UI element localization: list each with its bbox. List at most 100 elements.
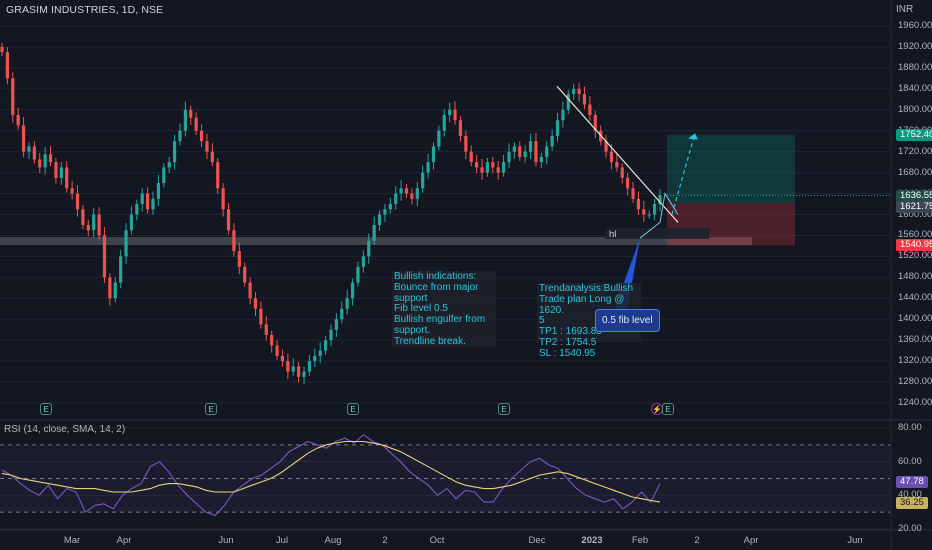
earnings-marker[interactable]: E: [40, 403, 52, 415]
candle-body: [345, 298, 349, 309]
candle-body: [86, 224, 90, 231]
candle-body: [561, 109, 565, 121]
candle-body: [270, 334, 274, 346]
candle-body: [572, 88, 576, 95]
candle-body: [469, 151, 473, 163]
candle-body: [54, 162, 58, 178]
time-tick-label: Jul: [275, 535, 289, 546]
time-tick-label: 2: [694, 535, 700, 546]
candle-body: [146, 193, 150, 210]
candle-body: [356, 266, 360, 283]
candle-body: [491, 162, 495, 168]
earnings-marker[interactable]: E: [347, 403, 359, 415]
candle-body: [383, 209, 387, 215]
candle-body: [65, 167, 69, 189]
candle-body: [199, 130, 204, 142]
candle-body: [475, 162, 479, 168]
candle-body: [232, 230, 236, 252]
projection-path: [639, 192, 679, 239]
rsi-band: [0, 444, 890, 513]
target-price-tag: 1752.40: [896, 129, 932, 141]
earnings-marker[interactable]: E: [498, 403, 510, 415]
price-tick-label: 1400.00: [898, 313, 932, 325]
candle-body: [48, 154, 53, 163]
candle-body: [140, 193, 144, 205]
price-tick-label: 1880.00: [898, 61, 932, 73]
candle-body: [151, 198, 155, 210]
candle-body: [59, 167, 63, 178]
candle-body: [237, 251, 241, 267]
earnings-marker[interactable]: E: [205, 403, 217, 415]
candle-body: [216, 162, 220, 189]
candle-body: [626, 177, 630, 189]
price-tick-label: 1240.00: [898, 397, 932, 408]
time-tick-label: Apr: [116, 535, 132, 546]
price-tick-label: 1600.00: [898, 208, 932, 220]
candle-body: [210, 151, 214, 163]
rsi-line: [1, 433, 661, 517]
candle-body: [253, 298, 258, 309]
candle-body: [75, 193, 80, 210]
candle-body: [367, 240, 371, 257]
target-projection-arrow: [671, 133, 696, 215]
candle-body: [340, 308, 344, 320]
candle-body: [566, 94, 570, 110]
fib-level-callout[interactable]: 0.5 fib level: [595, 309, 660, 332]
entry-price-tag: 1621.75: [896, 201, 932, 213]
candle-body: [415, 188, 419, 199]
candle-body: [189, 109, 193, 118]
time-tick-label: Apr: [743, 535, 759, 546]
rsi-sma-tag: 36.25: [896, 497, 928, 509]
candle-body: [658, 195, 662, 205]
candle-body: [81, 209, 85, 225]
price-tick-label: 1520.00: [898, 250, 932, 262]
candle-body: [593, 115, 597, 131]
time-tick-label: Mar: [63, 535, 81, 546]
candle-body: [129, 214, 134, 231]
candle-body: [113, 282, 117, 299]
rsi-tick-label: 40.00: [898, 489, 922, 501]
candle-body: [334, 319, 338, 330]
time-tick-label: Dec: [528, 535, 546, 546]
candle-body: [5, 52, 9, 79]
symbol-title[interactable]: GRASIM INDUSTRIES, 1D, NSE: [6, 4, 164, 16]
candle-body: [642, 209, 646, 215]
earnings-marker[interactable]: E: [662, 403, 674, 415]
price-tick-label: 1840.00: [898, 82, 932, 94]
candle-body: [108, 277, 112, 299]
time-tick-label: Aug: [324, 535, 342, 546]
candle-body: [480, 167, 484, 173]
candle-body: [243, 266, 247, 283]
candle-body: [11, 78, 15, 116]
price-tick-label: 1680.00: [898, 166, 932, 178]
candle-body: [442, 115, 446, 131]
candle-body: [496, 167, 500, 173]
currency-label: INR: [896, 4, 914, 15]
candle-body: [631, 188, 635, 199]
candle-body: [653, 204, 657, 215]
price-tick-label: 1800.00: [898, 103, 932, 115]
candle-body: [248, 282, 252, 299]
candle-body: [528, 141, 533, 152]
candle-body: [97, 214, 101, 236]
candle-body: [545, 146, 549, 157]
price-tick-label: 1360.00: [898, 334, 932, 346]
stop-zone: [667, 203, 795, 246]
candle-body: [458, 120, 463, 136]
candle-body: [307, 361, 312, 372]
candle-body: [102, 235, 107, 278]
time-tick-label: Jun: [218, 535, 234, 546]
candle-body: [539, 156, 543, 163]
candle-body: [205, 141, 209, 152]
candle-body: [512, 146, 516, 152]
candle-body: [318, 350, 322, 356]
bullish-indications-note[interactable]: Bullish indications: Bounce from major s…: [392, 271, 496, 347]
rsi-indicator-label[interactable]: RSI (14, close, SMA, 14, 2): [4, 424, 126, 435]
candle-body: [221, 188, 225, 210]
candle-body: [388, 204, 392, 210]
hl-box: [605, 228, 709, 239]
candle-body: [410, 193, 414, 199]
candle-body: [264, 324, 268, 335]
candle-body: [275, 345, 279, 356]
candle-body: [172, 141, 177, 163]
